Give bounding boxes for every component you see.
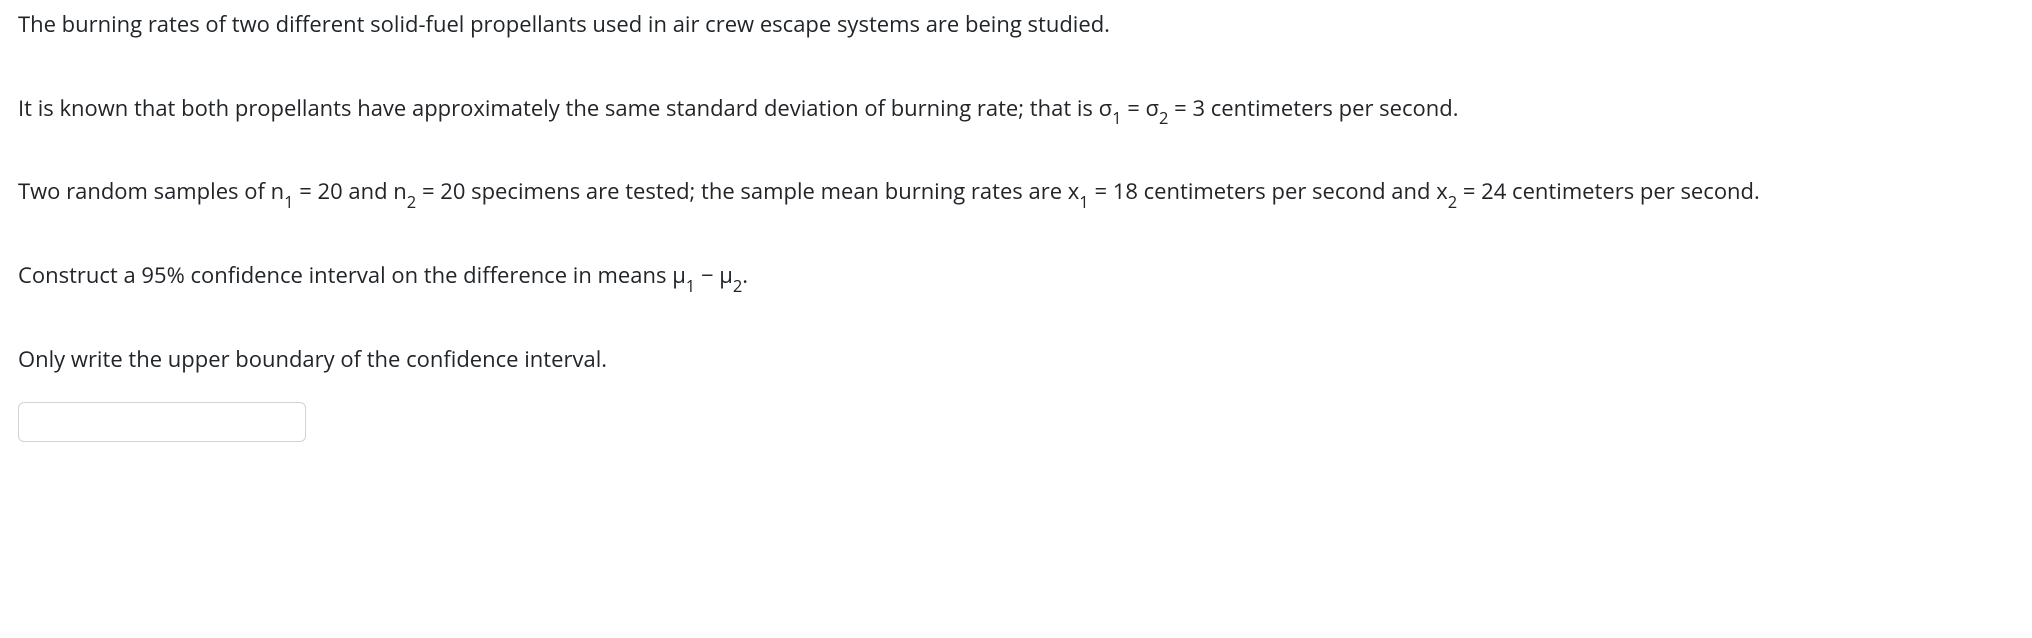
paragraph-sigma: It is known that both propellants have a… bbox=[18, 94, 2014, 124]
answer-input[interactable] bbox=[18, 402, 306, 442]
subscript: 1 bbox=[284, 190, 293, 213]
text-segment: − μ bbox=[695, 260, 733, 290]
text-segment: = 24 centimeters per second. bbox=[1457, 176, 1760, 206]
paragraph-samples: Two random samples of n1 = 20 and n2 = 2… bbox=[18, 177, 2014, 207]
paragraph-instruction: Only write the upper boundary of the con… bbox=[18, 345, 2014, 375]
subscript: 1 bbox=[686, 274, 695, 297]
text-segment: Construct a 95% confidence interval on t… bbox=[18, 260, 686, 290]
text-segment: Two random samples of n bbox=[18, 176, 284, 206]
paragraph-task: Construct a 95% confidence interval on t… bbox=[18, 261, 2014, 291]
question-container: The burning rates of two different solid… bbox=[0, 0, 2032, 466]
subscript: 2 bbox=[407, 190, 416, 213]
text-segment: . bbox=[742, 260, 748, 290]
subscript: 1 bbox=[1079, 190, 1088, 213]
subscript: 2 bbox=[1159, 106, 1168, 129]
subscript: 2 bbox=[1448, 190, 1457, 213]
subscript: 1 bbox=[1112, 106, 1121, 129]
text-segment: = 3 centimeters per second. bbox=[1168, 93, 1458, 123]
text-segment: It is known that both propellants have a… bbox=[18, 93, 1112, 123]
text-segment: = 20 specimens are tested; the sample me… bbox=[416, 176, 1079, 206]
text-segment: = 20 and n bbox=[294, 176, 407, 206]
text-segment: = σ bbox=[1122, 93, 1159, 123]
paragraph-intro: The burning rates of two different solid… bbox=[18, 10, 2014, 40]
text-segment: = 18 centimeters per second and x bbox=[1089, 176, 1448, 206]
subscript: 2 bbox=[733, 274, 742, 297]
